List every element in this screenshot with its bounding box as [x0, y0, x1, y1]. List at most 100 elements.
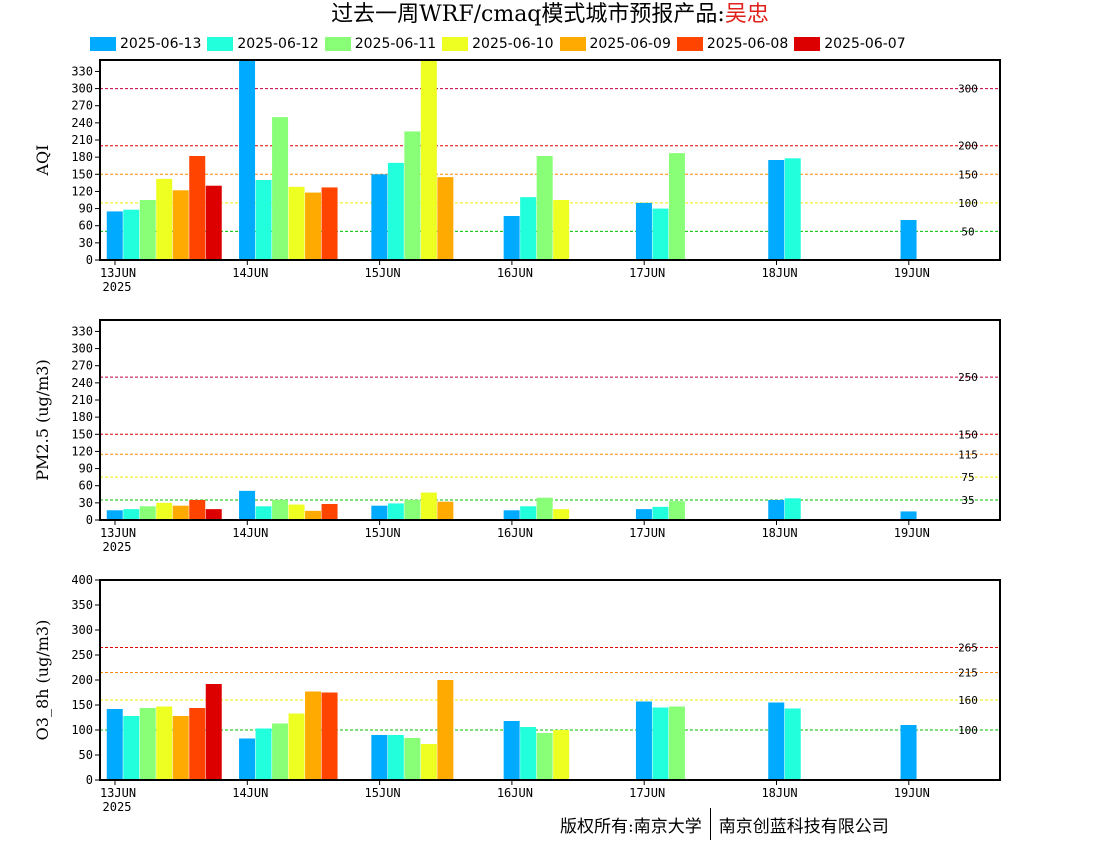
y-tick-label: 270	[71, 359, 93, 373]
bar	[553, 730, 570, 780]
bar	[553, 509, 570, 520]
legend-item: 2025-06-13	[90, 36, 201, 52]
x-tick-label: 16JUN	[497, 266, 533, 280]
bar	[123, 716, 140, 780]
bar	[205, 684, 222, 780]
x-tick-label: 15JUN	[365, 786, 401, 800]
y-axis-label: PM2.5 (ug/m3)	[33, 359, 52, 480]
bar	[768, 160, 785, 260]
bar	[106, 709, 123, 780]
x-tick-label: 14JUN	[232, 786, 268, 800]
bar	[189, 708, 206, 780]
legend-swatch	[676, 37, 703, 51]
legend-swatch	[90, 37, 116, 51]
bar	[288, 186, 305, 260]
bar	[106, 510, 123, 520]
legend-swatch	[207, 37, 234, 51]
threshold-label: 100	[958, 197, 978, 210]
legend-label: 2025-06-13	[120, 36, 202, 52]
y-tick-label: 270	[71, 99, 93, 113]
y-axis-label: AQI	[33, 145, 52, 177]
legend-item: 2025-06-10	[442, 36, 554, 52]
bar	[404, 500, 421, 520]
bar	[387, 162, 404, 260]
plot-frame	[99, 59, 1001, 261]
bar	[123, 209, 140, 260]
bar	[255, 506, 272, 520]
x-tick-label: 19JUN	[894, 526, 930, 540]
threshold-label: 150	[958, 168, 978, 181]
bar	[536, 156, 553, 260]
x-tick-label: 17JUN	[629, 526, 665, 540]
bar	[139, 708, 156, 780]
bar	[255, 728, 272, 780]
bar	[668, 706, 685, 780]
x-tick-label: 13JUN	[100, 786, 136, 800]
bar	[553, 200, 570, 260]
y-tick-label: 200	[71, 673, 93, 687]
bar	[520, 197, 537, 260]
bar	[371, 505, 388, 520]
threshold-label: 250	[958, 371, 978, 384]
y-tick-label: 120	[71, 444, 93, 458]
bar	[768, 702, 785, 780]
y-tick-label: 120	[71, 184, 93, 198]
threshold-label: 75	[961, 471, 974, 484]
bar	[536, 733, 553, 780]
bar	[652, 208, 669, 260]
y-tick-label: 210	[71, 393, 93, 407]
legend-item: 2025-06-11	[324, 36, 437, 52]
bar	[635, 701, 652, 780]
chart-panel-2: 250 150 115 75 35 0 30 60 90 120 150 180 210 240 270 30…	[33, 319, 1001, 554]
bar	[156, 178, 173, 260]
y-tick-label: 300	[71, 623, 93, 637]
bar	[239, 738, 256, 780]
x-tick-label: 19JUN	[894, 786, 930, 800]
bar	[305, 510, 322, 520]
x-tick-label: 19JUN	[894, 266, 930, 280]
y-tick-label: 50	[79, 748, 93, 762]
bar	[288, 713, 305, 780]
footer-divider	[709, 808, 711, 840]
x-tick-label: 15JUN	[365, 526, 401, 540]
x-tick-label: 14JUN	[232, 266, 268, 280]
y-tick-label: 0	[86, 773, 93, 787]
bar	[106, 211, 123, 260]
bar	[205, 185, 222, 260]
y-tick-label: 150	[71, 698, 93, 712]
title-city: 吴忠	[724, 2, 769, 27]
chart-panel-3: 265 215 160 100 0 50 100 150 200 250 300 350 400 O3_8…	[33, 573, 1001, 814]
footer-company: 南京创蓝科技有限公司	[718, 816, 889, 837]
footer: 版权所有:南京大学 南京创蓝科技有限公司	[560, 808, 889, 840]
bar	[668, 153, 685, 260]
y-tick-label: 180	[71, 410, 93, 424]
bar	[172, 190, 189, 260]
y-tick-label: 60	[79, 479, 93, 493]
bar	[536, 497, 553, 520]
y-tick-label: 330	[71, 64, 93, 78]
x-year-label: 2025	[103, 540, 132, 554]
bar	[156, 502, 173, 520]
y-tick-label: 300	[71, 82, 93, 96]
x-tick-label: 15JUN	[365, 266, 401, 280]
bar	[784, 708, 801, 780]
bar	[321, 187, 338, 260]
legend-label: 2025-06-11	[354, 36, 437, 52]
bar	[189, 156, 206, 260]
bar	[255, 180, 272, 260]
bar	[239, 60, 256, 260]
bar	[420, 60, 437, 260]
bar	[288, 504, 305, 520]
legend-item: 2025-06-07	[794, 36, 906, 52]
bar	[404, 738, 421, 780]
x-tick-label: 17JUN	[629, 266, 665, 280]
bar	[503, 510, 520, 520]
y-tick-label: 210	[71, 133, 93, 147]
legend-item: 2025-06-09	[559, 36, 671, 52]
y-tick-label: 30	[79, 236, 93, 250]
bar	[371, 735, 388, 780]
bar	[371, 174, 388, 260]
bar	[635, 509, 652, 520]
threshold-label: 50	[961, 225, 974, 238]
